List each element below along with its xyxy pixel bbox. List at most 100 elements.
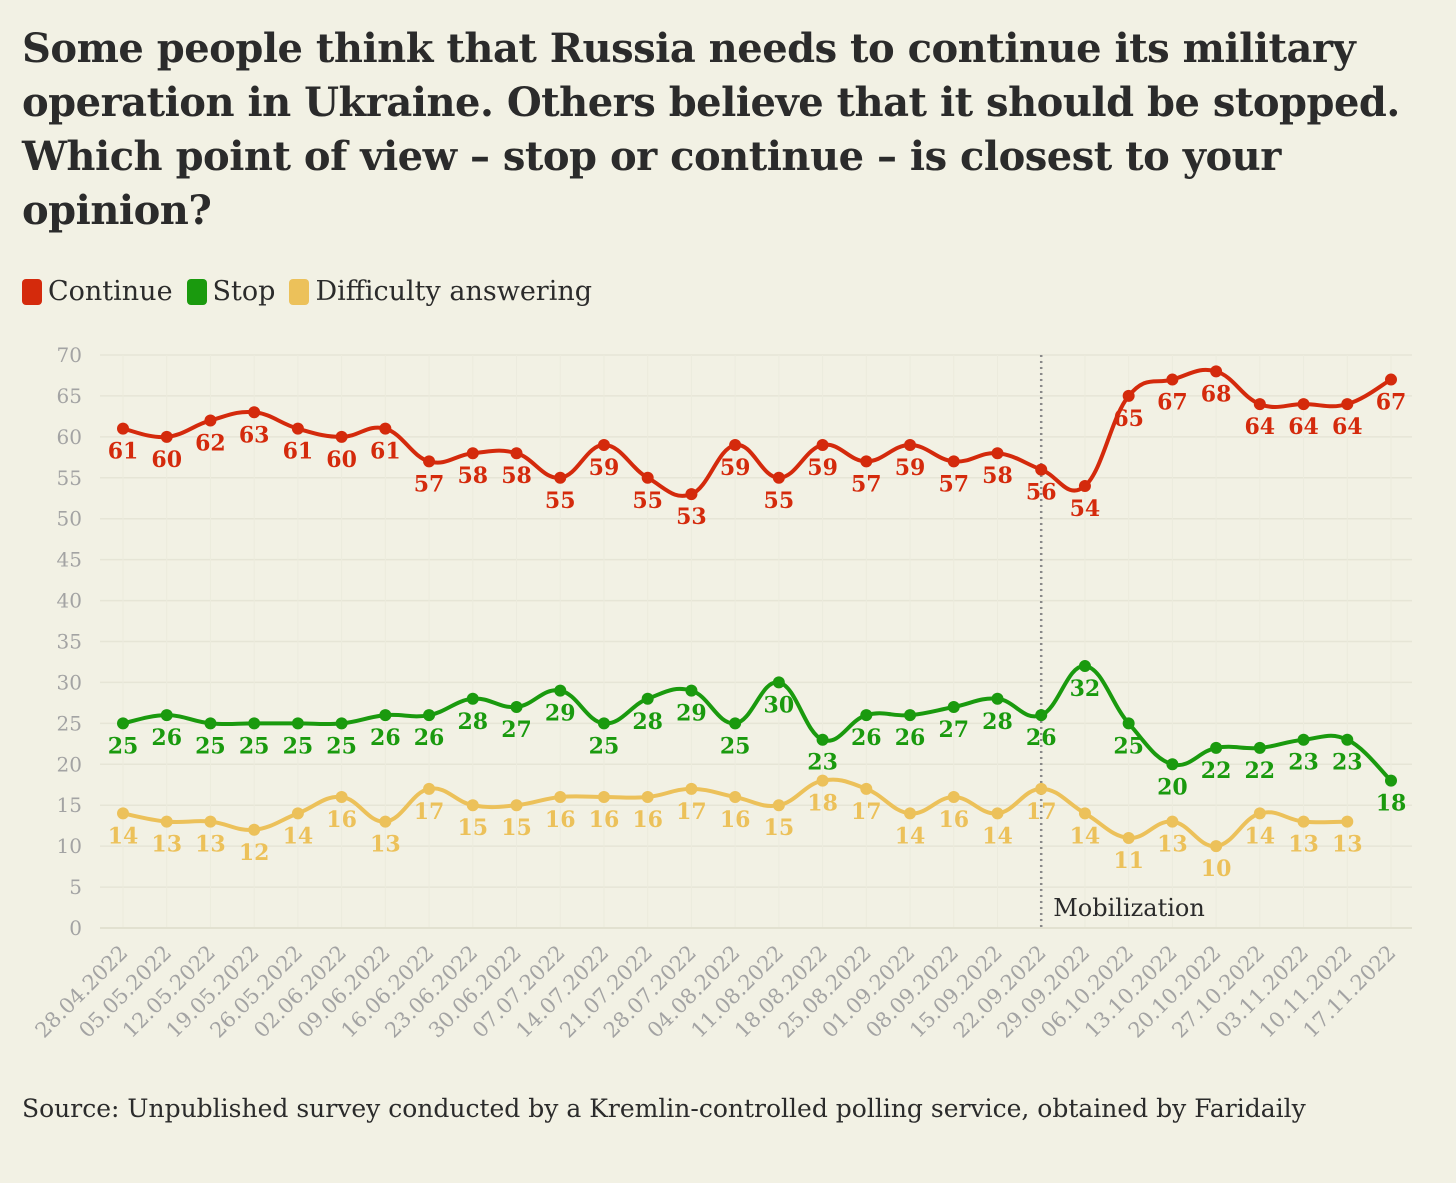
data-point-continue bbox=[1078, 479, 1091, 492]
data-point-stop bbox=[466, 692, 479, 705]
data-point-stop bbox=[117, 717, 129, 730]
data-label-continue: 57 bbox=[414, 471, 445, 497]
data-point-continue bbox=[1341, 398, 1354, 411]
data-label-continue: 61 bbox=[108, 439, 139, 465]
data-label-stop: 30 bbox=[764, 692, 795, 718]
data-label-stop: 18 bbox=[1376, 791, 1407, 817]
data-point-stop bbox=[1385, 774, 1397, 787]
data-point-continue bbox=[772, 471, 785, 484]
data-label-continue: 55 bbox=[545, 488, 576, 514]
data-point-continue bbox=[947, 455, 960, 468]
data-point-difficulty bbox=[335, 791, 348, 804]
data-point-continue bbox=[204, 414, 217, 427]
data-label-stop: 25 bbox=[108, 733, 139, 759]
data-label-continue: 61 bbox=[370, 439, 401, 465]
data-point-stop bbox=[1166, 758, 1179, 771]
data-label-continue: 65 bbox=[1113, 406, 1144, 432]
data-label-stop: 22 bbox=[1245, 758, 1276, 784]
data-point-continue bbox=[729, 439, 742, 452]
data-point-stop bbox=[991, 692, 1004, 705]
line-chart: 051015202530354045505560657028.04.202205… bbox=[31, 343, 1412, 1043]
data-point-continue bbox=[1210, 365, 1223, 378]
data-label-stop: 23 bbox=[807, 750, 838, 776]
legend-label-continue: Continue bbox=[48, 276, 173, 307]
y-tick-label: 55 bbox=[57, 466, 82, 490]
data-label-stop: 25 bbox=[239, 733, 270, 759]
y-tick-label: 25 bbox=[57, 711, 82, 735]
data-point-difficulty bbox=[1122, 831, 1135, 844]
data-point-continue bbox=[597, 439, 610, 452]
data-label-difficulty: 14 bbox=[108, 823, 139, 849]
source-note: Source: Unpublished survey conducted by … bbox=[22, 1094, 1306, 1123]
legend-swatch-difficulty bbox=[289, 278, 310, 305]
data-point-stop bbox=[1297, 733, 1310, 746]
data-point-difficulty bbox=[1341, 815, 1354, 828]
legend-label-difficulty: Difficulty answering bbox=[315, 276, 593, 307]
data-label-stop: 25 bbox=[589, 733, 620, 759]
data-label-continue: 62 bbox=[195, 430, 226, 456]
data-label-difficulty: 14 bbox=[982, 823, 1013, 849]
data-point-difficulty bbox=[772, 799, 785, 812]
data-label-stop: 26 bbox=[370, 725, 401, 751]
data-label-stop: 26 bbox=[851, 725, 882, 751]
data-label-difficulty: 17 bbox=[851, 799, 882, 825]
data-label-stop: 26 bbox=[895, 725, 926, 751]
data-point-stop bbox=[1341, 733, 1354, 746]
data-point-difficulty bbox=[1078, 807, 1091, 820]
data-label-stop: 22 bbox=[1201, 758, 1232, 784]
y-tick-label: 50 bbox=[57, 507, 82, 531]
y-tick-label: 5 bbox=[69, 875, 82, 899]
data-label-difficulty: 13 bbox=[370, 832, 401, 858]
data-point-difficulty bbox=[248, 823, 261, 836]
data-label-stop: 27 bbox=[938, 717, 969, 743]
data-point-difficulty bbox=[816, 774, 829, 787]
data-point-continue bbox=[335, 430, 348, 443]
mobilization-label: Mobilization bbox=[1053, 894, 1205, 922]
y-tick-label: 30 bbox=[57, 670, 82, 694]
y-tick-label: 15 bbox=[57, 793, 82, 817]
data-point-stop bbox=[160, 709, 173, 722]
data-point-stop bbox=[816, 733, 829, 746]
data-label-difficulty: 15 bbox=[457, 815, 488, 841]
data-label-continue: 57 bbox=[938, 471, 969, 497]
data-point-stop bbox=[554, 684, 567, 697]
data-label-difficulty: 15 bbox=[764, 815, 795, 841]
data-label-continue: 67 bbox=[1157, 390, 1188, 416]
data-label-difficulty: 18 bbox=[807, 791, 838, 817]
data-point-difficulty bbox=[379, 815, 392, 828]
data-point-difficulty bbox=[510, 799, 523, 812]
data-point-difficulty bbox=[466, 799, 479, 812]
data-label-continue: 68 bbox=[1201, 381, 1232, 407]
data-label-continue: 54 bbox=[1070, 496, 1101, 522]
y-tick-label: 60 bbox=[57, 425, 82, 449]
data-point-difficulty bbox=[423, 782, 436, 795]
data-point-continue bbox=[904, 439, 917, 452]
data-label-continue: 59 bbox=[589, 455, 620, 481]
data-point-continue bbox=[554, 471, 567, 484]
data-point-difficulty bbox=[991, 807, 1004, 820]
data-point-continue bbox=[816, 439, 829, 452]
legend-swatch-stop bbox=[186, 278, 207, 305]
data-point-difficulty bbox=[291, 807, 304, 820]
data-point-stop bbox=[291, 717, 304, 730]
data-point-stop bbox=[1078, 660, 1091, 673]
data-point-continue bbox=[1297, 398, 1310, 411]
data-label-difficulty: 13 bbox=[1157, 832, 1188, 858]
data-label-stop: 29 bbox=[545, 701, 576, 727]
data-label-difficulty: 16 bbox=[938, 807, 969, 833]
data-point-continue bbox=[1166, 373, 1179, 386]
data-label-continue: 58 bbox=[501, 463, 532, 489]
data-point-stop bbox=[1253, 741, 1266, 754]
y-tick-label: 0 bbox=[69, 916, 82, 940]
data-label-difficulty: 16 bbox=[632, 807, 663, 833]
data-point-difficulty bbox=[641, 791, 654, 804]
data-label-continue: 57 bbox=[851, 471, 882, 497]
data-label-stop: 20 bbox=[1157, 774, 1188, 800]
data-point-difficulty bbox=[860, 782, 873, 795]
y-tick-label: 65 bbox=[57, 384, 82, 408]
data-point-continue bbox=[291, 422, 304, 435]
data-label-difficulty: 13 bbox=[1332, 832, 1363, 858]
data-label-continue: 60 bbox=[326, 447, 357, 473]
data-label-continue: 67 bbox=[1376, 390, 1407, 416]
data-point-difficulty bbox=[160, 815, 173, 828]
